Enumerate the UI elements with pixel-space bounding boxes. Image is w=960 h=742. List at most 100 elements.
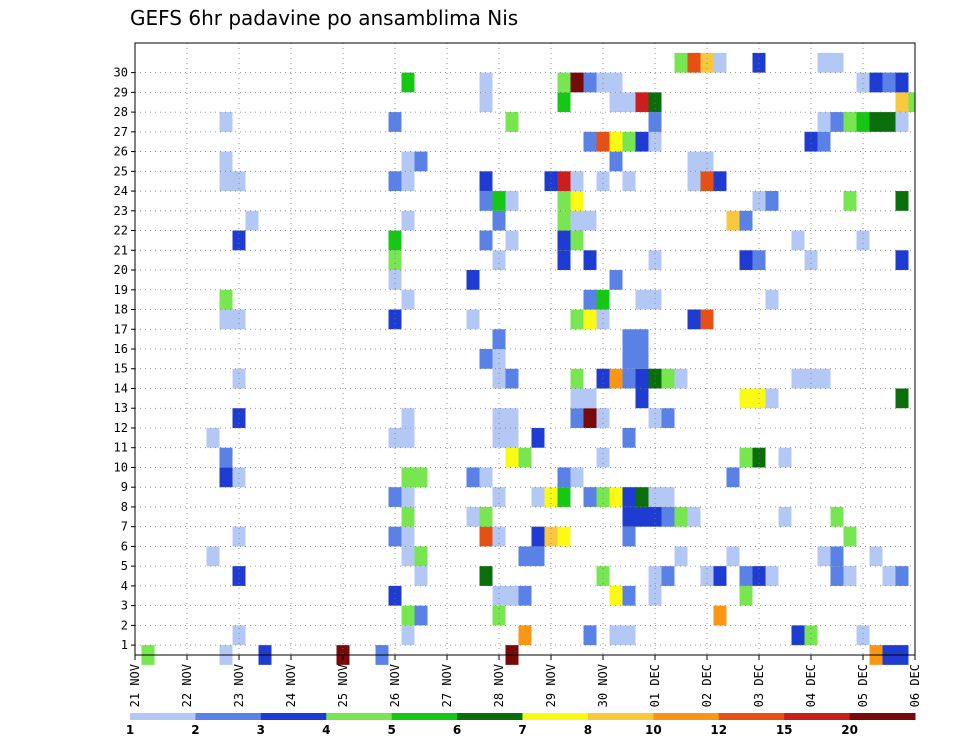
cell-m23-s28: [492, 191, 506, 211]
cell-m16-s28: [492, 329, 506, 349]
cell-m27-s40: [648, 112, 662, 132]
cell-m16-s38: [622, 329, 636, 349]
cell-m6-s27: [479, 526, 493, 547]
cell-m26-s40: [648, 131, 662, 152]
cell-m14-s42: [674, 368, 688, 389]
cell-m13-s39: [635, 388, 649, 409]
cell-m24-s33: [557, 171, 571, 192]
cell-m24-s8: [232, 171, 246, 192]
cell-m17-s26: [466, 309, 480, 330]
cell-m9-s21: [401, 467, 415, 488]
cell-m1-s56: [856, 625, 870, 646]
cell-m5-s6: [206, 546, 220, 567]
cell-m4-s54: [830, 566, 844, 586]
y-tick-label: 8: [121, 500, 128, 514]
cell-m30-s45: [713, 52, 727, 73]
cell-m4-s55: [843, 566, 857, 586]
cell-m8-s37: [609, 487, 623, 507]
cell-m13-s47: [739, 388, 753, 409]
cell-m28-s33: [557, 92, 571, 113]
x-tick-label: 06 DEC: [908, 664, 922, 707]
cell-m1-s52: [804, 625, 818, 646]
cell-m1-s8: [232, 625, 246, 646]
cell-m10-s36: [596, 447, 610, 468]
cell-m24-s36: [596, 171, 610, 192]
cell-m20-s47: [739, 250, 753, 271]
cell-m7-s54: [830, 506, 844, 527]
legend-swatch: [849, 713, 916, 720]
cell-m10-s30: [518, 447, 532, 468]
cell-m22-s28: [492, 210, 506, 231]
cell-m29-s27: [479, 72, 493, 93]
ticks-layer: 1234567891011121314151617181920212223242…: [114, 66, 922, 708]
y-tick-label: 20: [114, 263, 128, 277]
x-tick-label: 24 NOV: [284, 664, 298, 707]
cells-layer: [141, 52, 915, 665]
cell-m26-s52: [804, 131, 818, 152]
cell-m22-s47: [739, 210, 753, 231]
y-tick-label: 2: [121, 618, 128, 632]
cell-m16-s39: [635, 329, 649, 349]
cell-m5-s30: [518, 546, 532, 567]
cell-m9-s46: [726, 467, 740, 488]
cell-m18-s49: [765, 289, 779, 310]
cell-m8-s20: [388, 487, 402, 507]
cell-m1-s35: [583, 625, 597, 646]
cell-m17-s34: [570, 309, 584, 330]
cell-m30-s42: [674, 52, 688, 73]
cell-m21-s27: [479, 230, 493, 251]
y-tick-label: 27: [114, 125, 128, 139]
cell-m17-s43: [687, 309, 701, 330]
cell-m7-s41: [661, 506, 675, 527]
cell-m14-s29: [505, 368, 519, 389]
cell-m11-s38: [622, 427, 636, 448]
cell-m15-s38: [622, 349, 636, 369]
y-tick-label: 18: [114, 303, 128, 317]
cell-m11-s29: [505, 427, 519, 448]
cell-m20-s28: [492, 250, 506, 271]
legend-label: 5: [387, 723, 395, 737]
cell-m6-s38: [622, 526, 636, 547]
cell-m29-s34: [570, 72, 584, 93]
y-tick-label: 24: [114, 184, 128, 198]
cell-m29-s57: [869, 72, 883, 93]
cell-m20-s20: [388, 250, 402, 271]
cell-m5-s54: [830, 546, 844, 567]
cell-m24-s45: [713, 171, 727, 192]
cell-m29-s37: [609, 72, 623, 93]
cell-m29-s35: [583, 72, 597, 93]
cell-m20-s33: [557, 250, 571, 271]
cell-m9-s34: [570, 467, 584, 488]
cell-m1-s21: [401, 625, 415, 646]
cell-m3-s28: [492, 585, 506, 606]
cell-m17-s8: [232, 309, 246, 330]
cell-m30-s44: [700, 52, 714, 73]
y-tick-label: 11: [114, 441, 128, 455]
cell-m20-s40: [648, 250, 662, 271]
cell-m7-s40: [648, 506, 662, 527]
cell-m18-s7: [219, 289, 233, 310]
cell-m20-s59: [895, 250, 909, 271]
cell-m25-s44: [700, 151, 714, 172]
legend-swatch: [718, 713, 785, 720]
y-tick-label: 17: [114, 322, 128, 336]
cell-m18-s40: [648, 289, 662, 310]
cell-m9-s8: [232, 467, 246, 488]
legend-label: 20: [841, 723, 858, 737]
cell-m19-s20: [388, 270, 402, 290]
cell-m24-s34: [570, 171, 584, 192]
cell-m17-s36: [596, 309, 610, 330]
cell-m27-s20: [388, 112, 402, 132]
y-tick-label: 5: [121, 559, 128, 573]
cell-m8-s28: [492, 487, 506, 507]
x-tick-label: 01 DEC: [648, 664, 662, 707]
cell-m25-s21: [401, 151, 415, 172]
cell-m17-s20: [388, 309, 402, 330]
cell-m5-s53: [817, 546, 831, 567]
x-tick-label: 04 DEC: [804, 664, 818, 707]
cell-m7-s26: [466, 506, 480, 527]
y-tick-label: 23: [114, 204, 128, 218]
cell-m21-s20: [388, 230, 402, 251]
cell-m4-s36: [596, 566, 610, 586]
